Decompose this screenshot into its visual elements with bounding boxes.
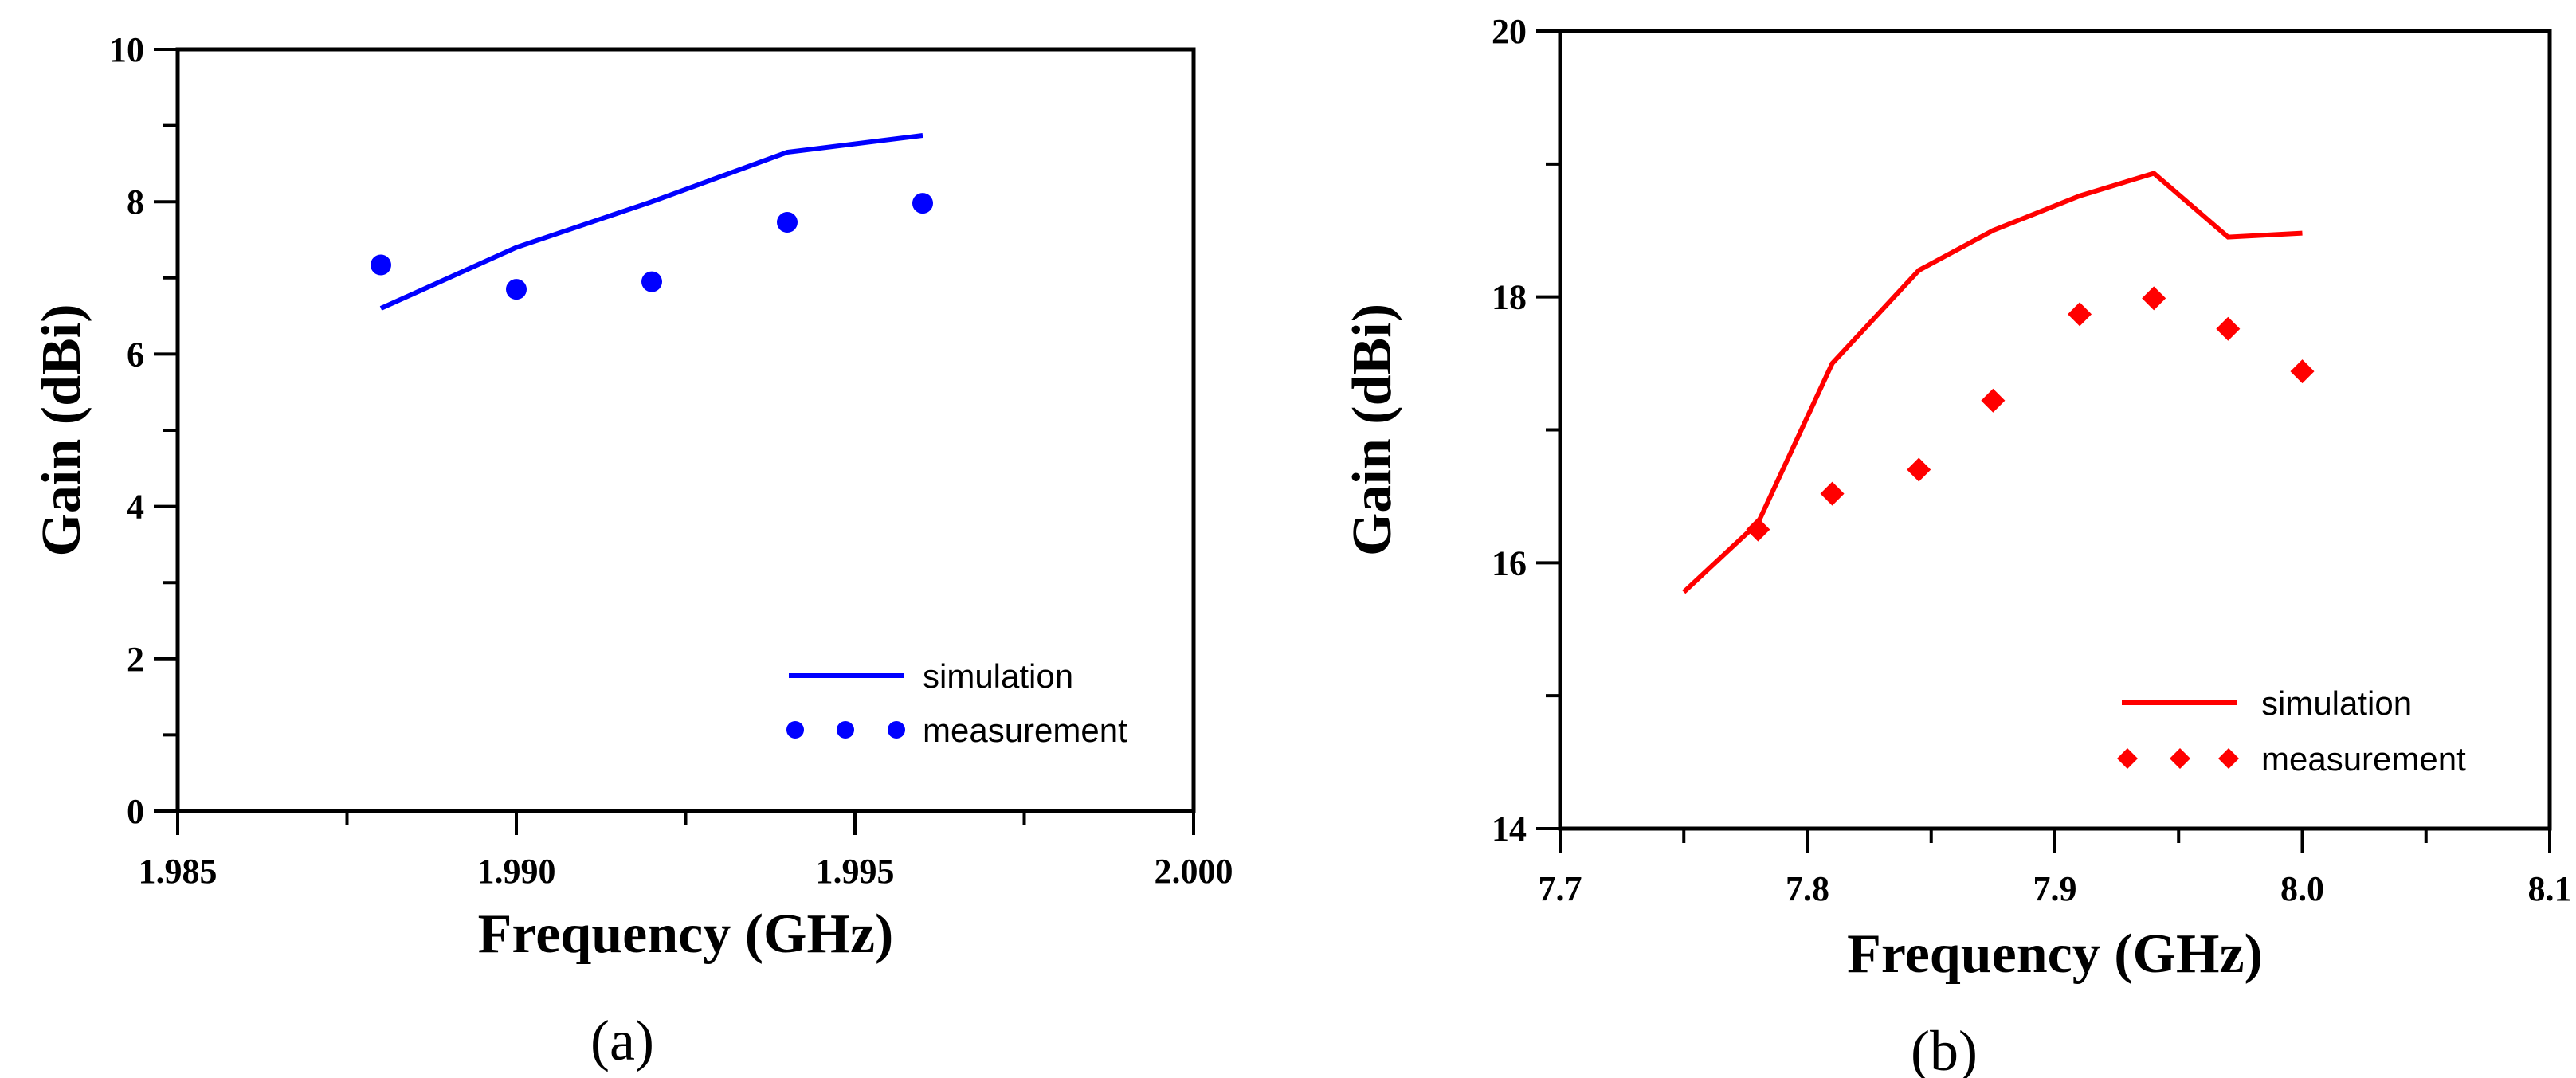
x-tick-label: 7.9 <box>2033 869 2077 908</box>
data-point-measurement <box>912 193 933 214</box>
x-tick-label: 8.1 <box>2528 869 2572 908</box>
y-tick-label: 18 <box>1492 278 1527 317</box>
legend-marker-measurement <box>786 721 804 739</box>
x-tick-label: 1.985 <box>139 852 218 891</box>
y-tick-label: 10 <box>109 30 144 69</box>
x-tick-label: 7.7 <box>1539 869 1582 908</box>
legend-label-measurement: measurement <box>2261 740 2466 778</box>
y-tick-label: 16 <box>1492 543 1527 582</box>
panel-b: 7.7 7.8 7.9 8.0 8.1 14 16 18 20 Frequency (GHz) Ga… <box>1342 12 2572 1078</box>
x-axis-title: Frequency (GHz) <box>478 904 894 965</box>
legend-marker-measurement <box>2117 748 2138 769</box>
panel-a: 1.985 1.990 1.995 2.000 0 2 4 6 8 10 Frequency (GH… <box>31 30 1233 1072</box>
data-point-measurement <box>777 212 798 233</box>
data-point-measurement <box>1981 388 2006 413</box>
data-point-measurement <box>1907 457 1931 482</box>
data-point-measurement <box>2216 316 2241 341</box>
x-tick-label: 2.000 <box>1155 852 1233 891</box>
y-tick-label: 0 <box>127 792 144 831</box>
data-point-measurement <box>2290 359 2315 384</box>
x-tick-label: 1.990 <box>477 852 556 891</box>
data-point-measurement <box>371 254 391 276</box>
y-axis-title: Gain (dBi) <box>1342 304 1403 556</box>
data-point-measurement <box>2142 286 2166 311</box>
data-point-measurement <box>2068 302 2092 327</box>
plot-frame <box>175 47 1196 813</box>
data-point-measurement <box>1820 481 1845 506</box>
data-point-measurement <box>506 279 527 300</box>
x-axis-title: Frequency (GHz) <box>1847 923 2263 985</box>
y-tick-label: 14 <box>1492 809 1527 849</box>
x-tick-label: 7.8 <box>1786 869 1829 908</box>
data-point-measurement <box>641 271 662 292</box>
y-tick-label: 20 <box>1492 12 1527 51</box>
legend-marker-measurement <box>837 721 854 739</box>
y-tick-label: 8 <box>127 182 144 221</box>
x-tick-label: 1.995 <box>816 852 895 891</box>
legend-marker-measurement <box>2170 748 2190 769</box>
legend-label-simulation: simulation <box>2261 684 2412 722</box>
legend-label-simulation: simulation <box>923 657 1073 695</box>
series-line-simulation <box>379 133 923 311</box>
panel-caption: (a) <box>590 1009 654 1072</box>
legend-marker-measurement <box>2218 748 2239 769</box>
y-tick-label: 2 <box>127 640 144 679</box>
data-point-measurement <box>1746 517 1770 542</box>
legend-label-measurement: measurement <box>923 711 1127 749</box>
x-tick-label: 8.0 <box>2280 869 2324 908</box>
panel-caption: (b) <box>1911 1019 1978 1078</box>
legend-marker-measurement <box>888 721 905 739</box>
y-tick-label: 4 <box>127 488 144 527</box>
y-tick-label: 6 <box>127 335 144 374</box>
series-line-simulation <box>1682 171 2303 594</box>
y-axis-title: Gain (dBi) <box>31 304 92 556</box>
